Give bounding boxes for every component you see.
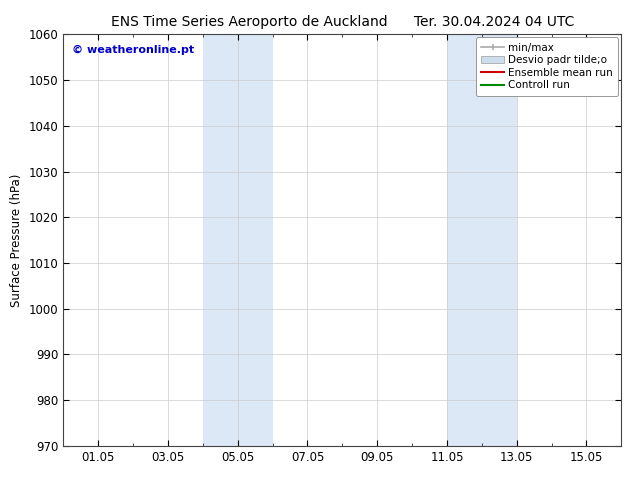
Y-axis label: Surface Pressure (hPa): Surface Pressure (hPa) bbox=[10, 173, 23, 307]
Bar bbox=[203, 34, 273, 446]
Bar bbox=[447, 34, 517, 446]
Title: ENS Time Series Aeroporto de Auckland      Ter. 30.04.2024 04 UTC: ENS Time Series Aeroporto de Auckland Te… bbox=[111, 15, 574, 29]
Text: © weatheronline.pt: © weatheronline.pt bbox=[72, 45, 194, 55]
Legend: min/max, Desvio padr tilde;o, Ensemble mean run, Controll run: min/max, Desvio padr tilde;o, Ensemble m… bbox=[476, 37, 618, 96]
